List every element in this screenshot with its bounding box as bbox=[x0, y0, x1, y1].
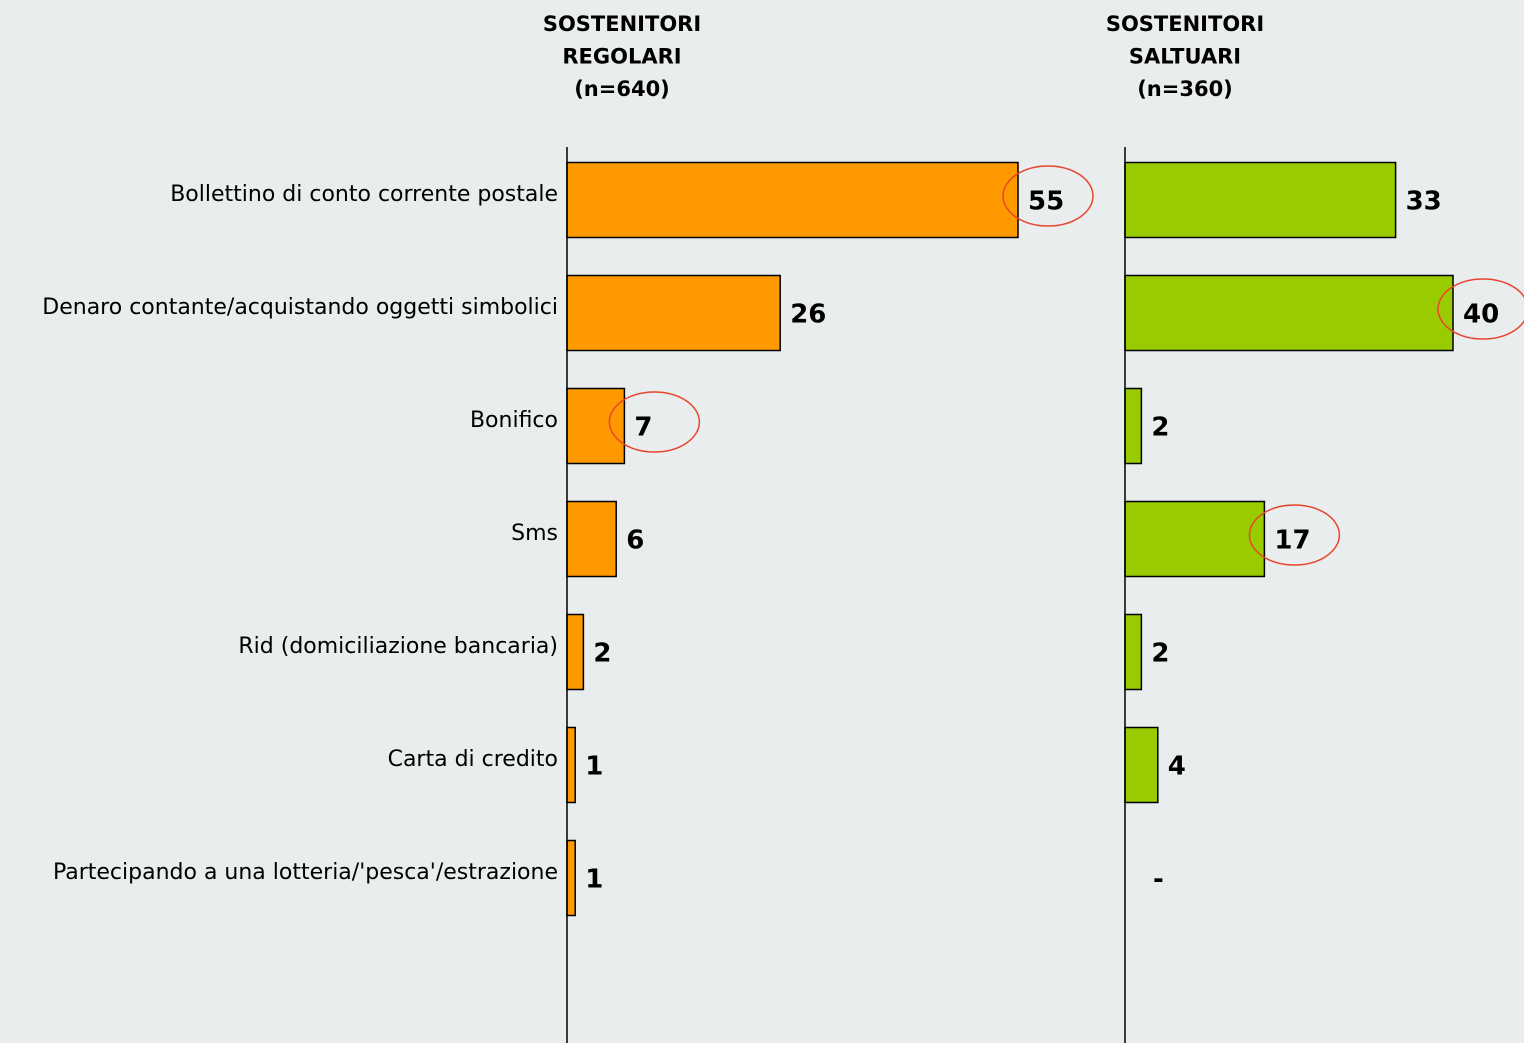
value-label: 6 bbox=[626, 526, 644, 556]
category-label: Partecipando a una lotteria/'pesca'/estr… bbox=[53, 860, 558, 885]
bar bbox=[566, 726, 576, 804]
category-label: Rid (domiciliazione bancaria) bbox=[238, 634, 558, 659]
bar bbox=[1124, 274, 1454, 352]
value-label: 2 bbox=[593, 639, 611, 669]
category-label: Bollettino di conto corrente postale bbox=[170, 182, 558, 207]
value-label: 17 bbox=[1274, 526, 1310, 556]
value-label: 55 bbox=[1028, 187, 1064, 217]
value-label: 2 bbox=[1151, 639, 1169, 669]
highlight-circle bbox=[1248, 504, 1341, 566]
panel-title: (n=640) bbox=[574, 77, 670, 101]
bar bbox=[1124, 500, 1266, 578]
bar bbox=[1124, 387, 1143, 465]
value-label: 33 bbox=[1406, 187, 1442, 217]
bar bbox=[566, 387, 626, 465]
category-label: Bonifico bbox=[470, 408, 558, 433]
category-label: Carta di credito bbox=[388, 747, 558, 772]
value-label: 1 bbox=[585, 752, 603, 782]
category-label: Denaro contante/acquistando oggetti simb… bbox=[42, 295, 558, 320]
bar bbox=[566, 274, 781, 352]
bar bbox=[1124, 161, 1397, 239]
bar bbox=[566, 839, 576, 917]
value-label: - bbox=[1153, 865, 1164, 895]
panel-title: SOSTENITORI bbox=[543, 12, 701, 36]
value-label: 2 bbox=[1151, 413, 1169, 443]
bar bbox=[566, 613, 585, 691]
bar bbox=[566, 161, 1019, 239]
value-label: 40 bbox=[1463, 300, 1499, 330]
bar bbox=[1124, 726, 1159, 804]
panel-title: (n=360) bbox=[1137, 77, 1233, 101]
highlight-circle bbox=[1437, 278, 1524, 340]
highlight-circle bbox=[608, 391, 701, 453]
bar bbox=[1124, 613, 1143, 691]
highlight-circle bbox=[1002, 165, 1094, 227]
panel-title: SALTUARI bbox=[1129, 45, 1241, 69]
value-label: 26 bbox=[790, 300, 826, 330]
panel-title: REGOLARI bbox=[562, 45, 681, 69]
category-label: Sms bbox=[511, 521, 558, 546]
bar bbox=[566, 500, 617, 578]
value-label: 1 bbox=[585, 865, 603, 895]
value-label: 4 bbox=[1168, 752, 1186, 782]
panel-title: SOSTENITORI bbox=[1106, 12, 1264, 36]
value-label: 7 bbox=[634, 413, 652, 443]
